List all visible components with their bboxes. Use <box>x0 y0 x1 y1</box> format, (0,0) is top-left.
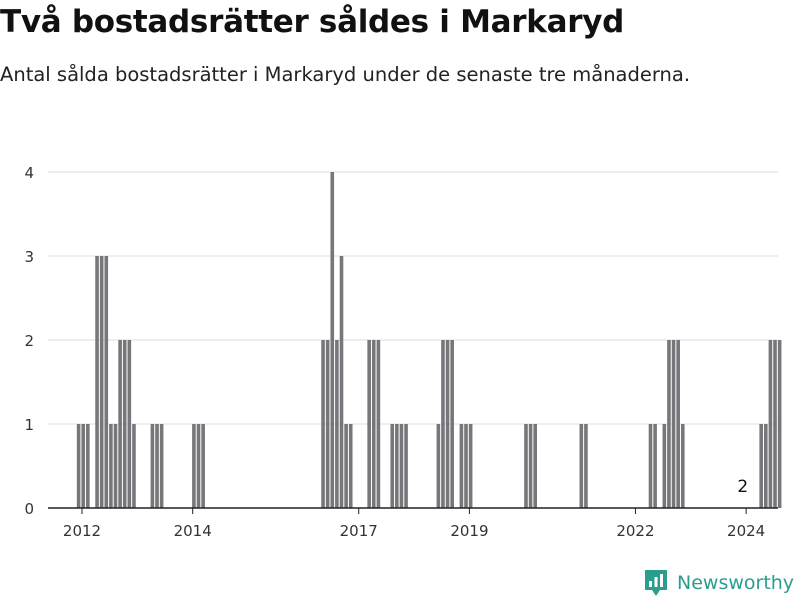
bar <box>330 172 335 508</box>
bar <box>584 424 588 508</box>
bar <box>404 424 408 508</box>
bar <box>76 424 81 508</box>
bar <box>321 340 325 508</box>
bar <box>109 424 113 508</box>
bar <box>445 340 450 508</box>
bar <box>348 424 353 508</box>
bar <box>159 424 164 508</box>
bar-chart-logo-icon <box>645 570 667 596</box>
bar <box>104 256 109 508</box>
bar <box>196 424 201 508</box>
bar <box>533 424 537 508</box>
highlight-data-label: 2 <box>737 477 748 497</box>
bar <box>335 340 339 508</box>
bar <box>759 424 763 508</box>
bar <box>86 424 90 508</box>
bar <box>773 340 777 508</box>
bar <box>768 340 773 508</box>
bar <box>579 424 584 508</box>
x-axis-ticks: 2012 2014 2017 2019 2022 2024 <box>63 508 765 540</box>
bar <box>653 424 657 508</box>
bar <box>436 424 441 508</box>
bar <box>528 424 533 508</box>
bar-chart: 0 1 2 3 4 2012 2014 2017 2019 2022 2024 2 <box>24 164 782 540</box>
chart-title: Två bostadsrätter såldes i Markaryd <box>0 4 624 40</box>
data-labels: 2 <box>735 475 750 499</box>
x-tick-label: 2024 <box>727 522 765 540</box>
x-tick-label: 2019 <box>450 522 488 540</box>
bar <box>339 256 344 508</box>
bar <box>777 340 782 508</box>
bar <box>118 340 122 508</box>
bars <box>76 172 782 508</box>
bar <box>671 340 676 508</box>
x-tick-label: 2014 <box>174 522 212 540</box>
bar <box>524 424 528 508</box>
bar <box>113 424 118 508</box>
bar <box>450 340 454 508</box>
bar <box>132 424 136 508</box>
bar <box>150 424 155 508</box>
y-tick-label: 4 <box>24 164 34 182</box>
bar <box>99 256 104 508</box>
y-tick-label: 1 <box>24 416 34 434</box>
bar <box>399 424 404 508</box>
bar <box>192 424 196 508</box>
bar <box>395 424 399 508</box>
bar <box>122 340 127 508</box>
x-tick-label: 2022 <box>616 522 654 540</box>
bar <box>441 340 445 508</box>
brand-name: Newsworthy <box>677 572 795 594</box>
bar <box>376 340 381 508</box>
bar <box>201 424 205 508</box>
bar <box>764 424 768 508</box>
bar <box>390 424 395 508</box>
bar <box>325 340 330 508</box>
y-tick-label: 2 <box>24 332 34 350</box>
bar <box>676 340 680 508</box>
y-tick-label: 3 <box>24 248 34 266</box>
bar <box>344 424 348 508</box>
x-tick-label: 2012 <box>63 522 101 540</box>
bar <box>648 424 653 508</box>
bar <box>459 424 464 508</box>
bar <box>95 256 99 508</box>
bar <box>127 340 132 508</box>
bar <box>371 340 376 508</box>
brand-footer: Newsworthy <box>643 568 794 598</box>
y-tick-label: 0 <box>24 500 34 518</box>
bar <box>81 424 86 508</box>
bar <box>680 424 685 508</box>
bar <box>662 424 667 508</box>
bar <box>367 340 371 508</box>
bar <box>667 340 671 508</box>
bar <box>155 424 159 508</box>
chart-subtitle: Antal sålda bostadsrätter i Markaryd und… <box>0 63 691 86</box>
x-tick-label: 2017 <box>340 522 378 540</box>
bar <box>464 424 468 508</box>
bar <box>468 424 473 508</box>
y-axis-ticks: 0 1 2 3 4 <box>24 164 34 518</box>
